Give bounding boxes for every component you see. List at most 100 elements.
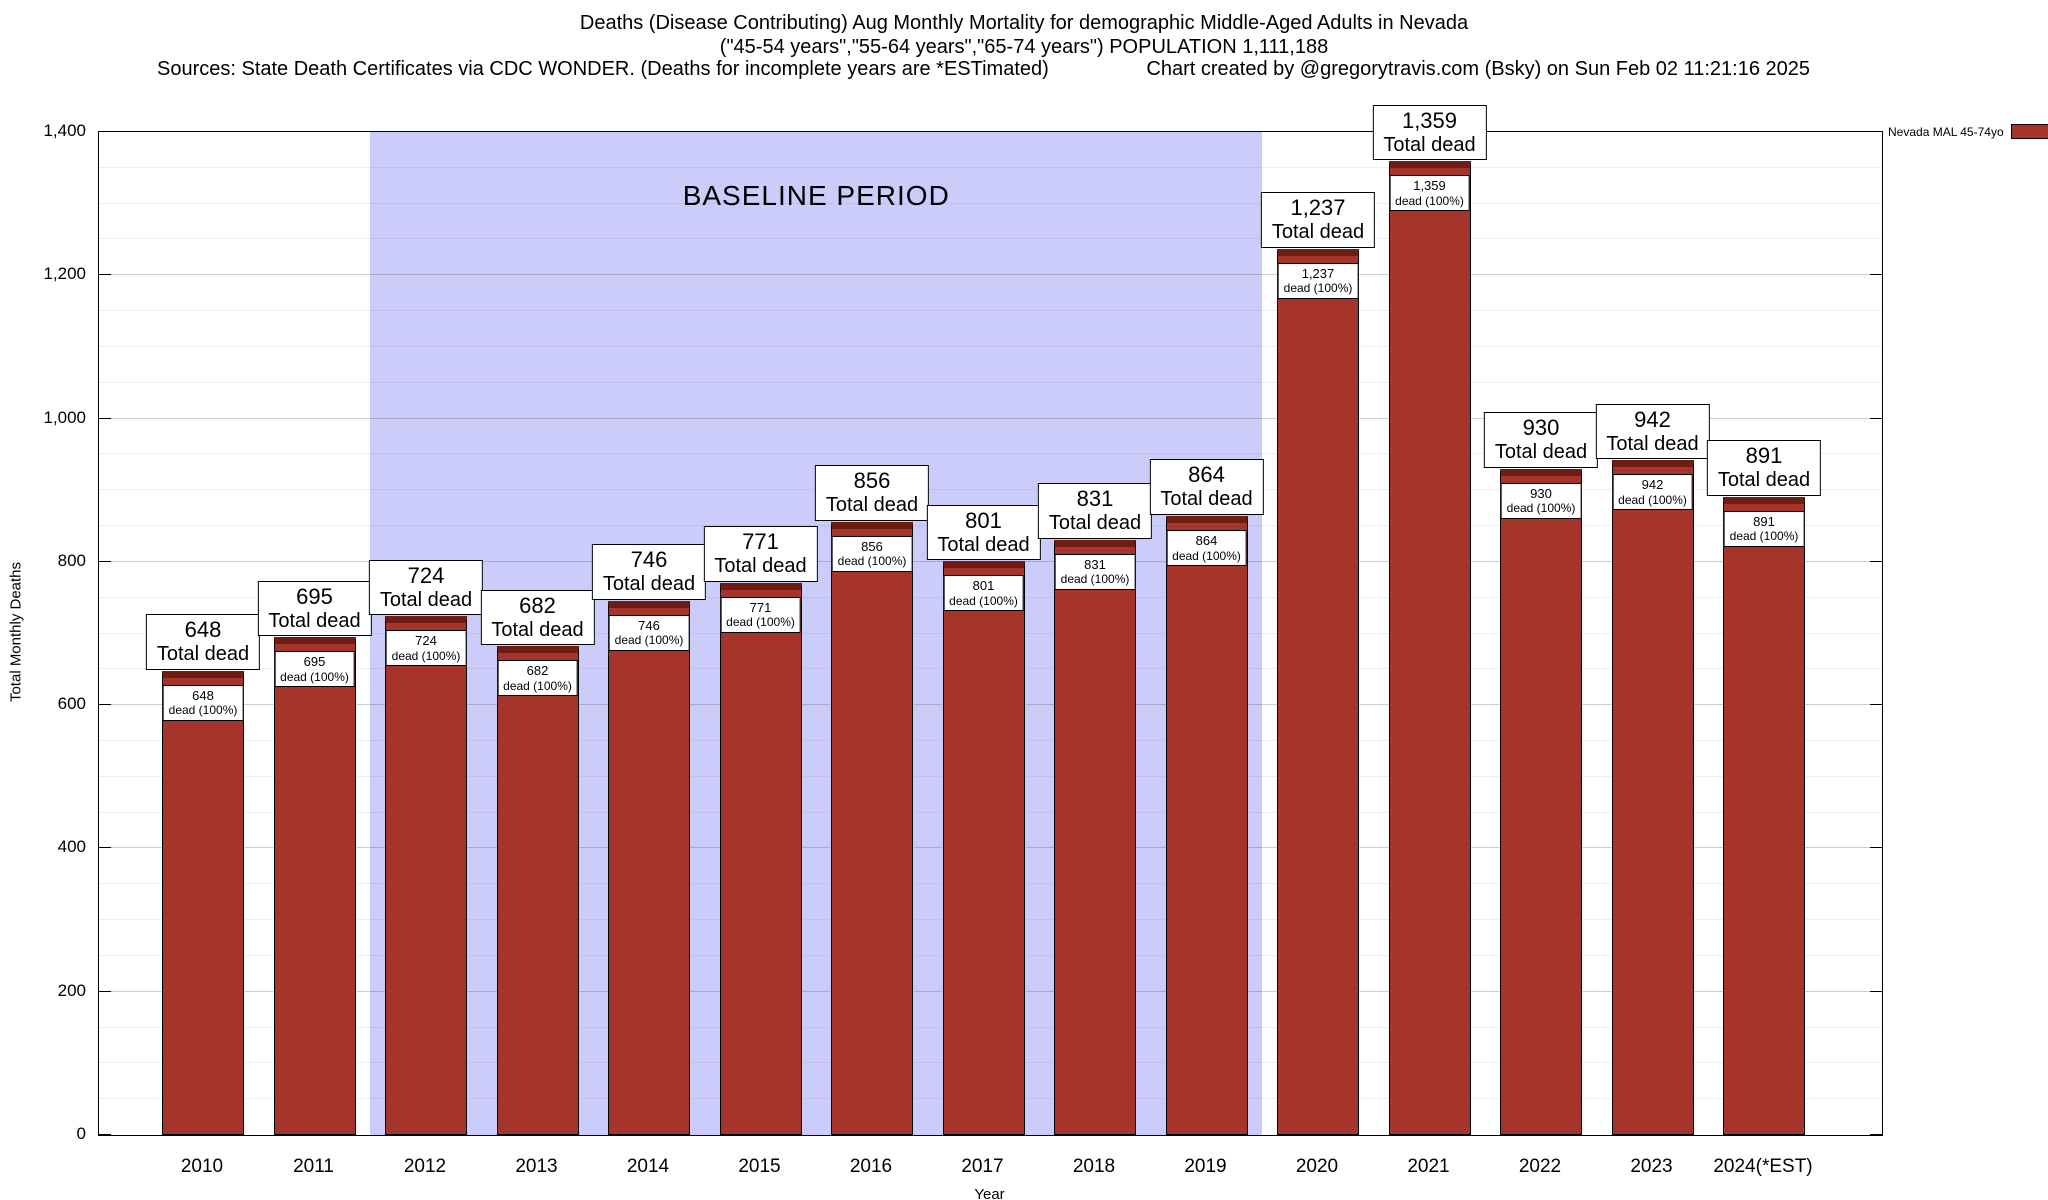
- bar-total-value: 648: [184, 617, 222, 643]
- bar: 1,359 dead (100%) 1,359 Total dead: [1372, 104, 1487, 1135]
- bar-total-label: 771 Total dead: [703, 526, 818, 582]
- bar-total-caption: Total dead: [156, 643, 250, 666]
- bar-inner-label: 856 dead (100%): [831, 535, 913, 572]
- bar-inner-value: 942: [1641, 477, 1664, 493]
- x-axis-tick-labels: 2010 2011 2012 2013 2014 2015 2016 2017 2018 2019…: [98, 1156, 1881, 1186]
- bar-inner-value: 930: [1530, 485, 1552, 501]
- x-tick-label: 2014: [626, 1156, 670, 1177]
- bar-total-label: 856 Total dead: [814, 465, 930, 521]
- bar-inner-label: 942 dead (100%): [1612, 474, 1693, 511]
- bar: 724 dead (100%) 724 Total dead: [368, 559, 484, 1135]
- y-tick-label: 200: [57, 980, 86, 1000]
- bar-total-caption: Total dead: [379, 588, 473, 611]
- y-tickmark: [1870, 131, 1882, 132]
- bar-total-label: 682 Total dead: [480, 589, 595, 646]
- x-tick-label: 2021: [1407, 1156, 1450, 1177]
- bar-total-label: 942 Total dead: [1595, 403, 1710, 460]
- bar: 831 dead (100%) 831 Total dead: [1037, 483, 1153, 1135]
- bar-inner-label: 801 dead (100%): [943, 575, 1024, 612]
- bar-inner-label: 648 dead (100%): [162, 684, 244, 721]
- y-tickmark: [1870, 274, 1882, 276]
- bar: 864 dead (100%) 864 Total dead: [1149, 459, 1264, 1135]
- y-tickmark: [99, 990, 111, 992]
- bar-inner-caption: dead (100%): [837, 554, 907, 569]
- bar-inner-value: 831: [1084, 556, 1106, 572]
- bar-inner-label: 831 dead (100%): [1054, 553, 1136, 590]
- bar-inner-caption: dead (100%): [1618, 492, 1687, 507]
- y-tickmark: [1870, 704, 1882, 706]
- bar-total-caption: Total dead: [937, 533, 1030, 556]
- gridline: [99, 238, 1882, 240]
- plot-area: BASELINE PERIOD 648 dead (100%) 648 Total de…: [98, 104, 1883, 1136]
- bar-total-caption: Total dead: [714, 555, 807, 578]
- bar-total-value: 942: [1634, 406, 1671, 432]
- bar-inner-caption: dead (100%): [1060, 572, 1130, 587]
- x-tick-label: 2016: [849, 1156, 893, 1177]
- x-axis-title: Year: [974, 1186, 1005, 1200]
- bar-inner-label: 930 dead (100%): [1500, 482, 1582, 519]
- bar-total-label: 801 Total dead: [926, 504, 1041, 561]
- bar-inner-value: 746: [638, 617, 660, 633]
- y-tickmark: [99, 274, 111, 276]
- bar-inner-value: 1,237: [1301, 265, 1335, 281]
- bar-total-value: 771: [742, 529, 779, 555]
- gridline: [99, 417, 1882, 419]
- gridline: [99, 345, 1882, 347]
- bar-total-value: 724: [407, 562, 445, 588]
- bar-inner-label: 682 dead (100%): [497, 660, 578, 697]
- bar-total-caption: Total dead: [491, 618, 584, 641]
- bar: 771 dead (100%) 771 Total dead: [703, 526, 818, 1135]
- bar-total-label: 1,359 Total dead: [1372, 104, 1487, 161]
- bar-inner-label: 864 dead (100%): [1166, 530, 1247, 566]
- bar-total-value: 864: [1188, 462, 1225, 488]
- bar-total-value: 831: [1076, 486, 1114, 512]
- bar: 1,237 dead (100%) 1,237 Total dead: [1260, 192, 1376, 1135]
- bar-total-value: 856: [853, 468, 891, 494]
- x-tick-label: 2023: [1630, 1156, 1673, 1177]
- gridline: [99, 274, 1882, 276]
- chart-source-row: Sources: State Death Certificates via CD…: [157, 58, 1810, 81]
- bar-inner-label: 695 dead (100%): [274, 651, 355, 688]
- bar-total-value: 682: [519, 592, 556, 618]
- y-tickmark: [1870, 990, 1882, 992]
- y-tickmark: [99, 131, 111, 132]
- y-tick-label: 0: [76, 1124, 86, 1143]
- bar-inner-caption: dead (100%): [1172, 548, 1241, 563]
- bar-total-caption: Total dead: [1271, 221, 1365, 244]
- x-tick-label: 2011: [293, 1156, 334, 1177]
- bar-inner-label: 746 dead (100%): [608, 614, 690, 651]
- bar-total-label: 724 Total dead: [368, 559, 484, 616]
- bar-total-label: 831 Total dead: [1037, 483, 1153, 539]
- bar-total-caption: Total dead: [1494, 441, 1588, 464]
- bar-inner-caption: dead (100%): [1506, 501, 1576, 516]
- bar-inner-caption: dead (100%): [168, 703, 238, 718]
- y-tickmark: [1870, 1134, 1882, 1135]
- bar-total-label: 695 Total dead: [257, 580, 372, 637]
- bar-inner-caption: dead (100%): [949, 593, 1018, 608]
- bar-total-value: 891: [1745, 443, 1783, 469]
- x-tick-label: 2020: [1295, 1156, 1339, 1177]
- bar-total-label: 930 Total dead: [1483, 412, 1599, 468]
- bar-inner-value: 864: [1195, 533, 1218, 549]
- x-tick-label: 2012: [403, 1156, 447, 1177]
- bar-total-caption: Total dead: [602, 572, 696, 595]
- bar-total-label: 1,237 Total dead: [1260, 192, 1376, 248]
- bar-inner-value: 695: [303, 654, 326, 670]
- gridline: [99, 453, 1882, 455]
- y-tickmark: [99, 417, 111, 419]
- gridline: [99, 310, 1882, 312]
- bar: 891 dead (100%) 891 Total dead: [1706, 440, 1822, 1135]
- bar-total-value: 801: [965, 507, 1002, 533]
- y-tick-label: 1,400: [43, 121, 86, 140]
- bar-inner-value: 682: [526, 663, 549, 679]
- bar-total-caption: Total dead: [1717, 469, 1811, 492]
- bar-total-caption: Total dead: [825, 494, 919, 517]
- legend-label: Nevada MAL 45-74yo: [1888, 124, 2004, 139]
- bar-inner-caption: dead (100%): [1283, 281, 1353, 296]
- bar-total-caption: Total dead: [1048, 512, 1142, 535]
- x-tick-label: 2010: [180, 1156, 224, 1177]
- y-tickmark: [99, 1134, 111, 1135]
- bar-total-caption: Total dead: [1160, 488, 1253, 511]
- bar: 801 dead (100%) 801 Total dead: [926, 504, 1041, 1135]
- baseline-period-label: BASELINE PERIOD: [682, 180, 950, 211]
